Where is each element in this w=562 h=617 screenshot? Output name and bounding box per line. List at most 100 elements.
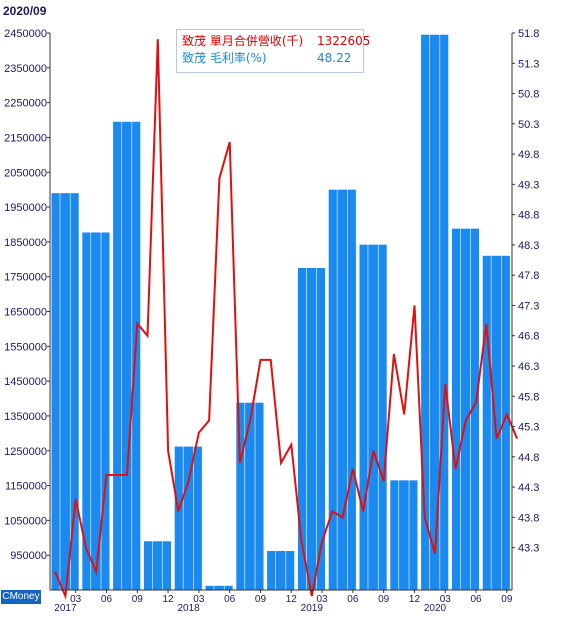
revenue-bar	[275, 551, 286, 590]
x-tick-label: 12	[409, 594, 421, 605]
x-tick-label: 09	[501, 594, 513, 605]
right-tick-label: 46.3	[518, 361, 539, 373]
revenue-bar	[174, 446, 183, 590]
revenue-bar	[337, 189, 348, 590]
revenue-bar	[205, 585, 214, 590]
brand-logo: CMoney	[1, 590, 41, 604]
left-tick-label: 1450000	[4, 376, 47, 388]
left-tick-label: 2250000	[4, 98, 47, 110]
right-tick-label: 45.8	[518, 391, 539, 403]
x-tick-label: 03	[70, 594, 82, 605]
right-tick-label: 47.8	[518, 270, 539, 282]
left-tick-label: 2150000	[4, 132, 47, 144]
revenue-bar	[245, 402, 255, 590]
left-tick-label: 1150000	[5, 481, 47, 493]
x-tick-label: 06	[224, 594, 236, 605]
revenue-bar	[60, 193, 70, 590]
right-tick-label: 45.3	[518, 422, 539, 434]
revenue-bar	[347, 189, 356, 590]
revenue-bar	[368, 244, 378, 590]
revenue-bar	[91, 232, 101, 590]
left-tick-label: 1250000	[4, 446, 47, 458]
revenue-bar	[482, 255, 491, 591]
revenue-bar	[121, 121, 132, 590]
revenue-bar	[113, 121, 122, 590]
x-tick-label: 09	[255, 594, 267, 605]
revenue-bar	[359, 244, 368, 590]
revenue-bar	[183, 446, 194, 590]
year-label: 2017	[54, 603, 77, 612]
revenue-bars	[51, 34, 510, 591]
right-tick-label: 49.8	[518, 149, 539, 161]
right-tick-label: 49.3	[518, 179, 539, 191]
revenue-bar	[286, 551, 295, 590]
right-tick-label: 50.8	[518, 89, 539, 101]
right-tick-label: 47.3	[518, 300, 539, 312]
x-tick-label: 09	[132, 594, 144, 605]
year-label: 2018	[177, 603, 200, 612]
x-tick-label: 06	[101, 594, 113, 605]
legend-box: 致茂 單月合併營收(千) 1322605 致茂 毛利率(%) 48.22	[176, 29, 370, 73]
right-tick-label: 43.3	[518, 543, 539, 555]
year-label: 2020	[424, 603, 447, 612]
x-tick-label: 09	[378, 594, 390, 605]
revenue-bar	[70, 193, 79, 590]
revenue-bar	[267, 551, 276, 590]
revenue-bar	[143, 541, 153, 590]
legend-margin-label: 致茂 毛利率(%)	[182, 51, 267, 65]
revenue-bar	[297, 267, 307, 590]
left-tick-label: 2450000	[4, 28, 47, 40]
x-tick-label: 03	[317, 594, 329, 605]
legend-margin-value: 48.22	[317, 51, 352, 65]
revenue-bar	[101, 232, 110, 590]
revenue-bar	[390, 480, 399, 590]
revenue-bar	[193, 446, 202, 590]
left-tick-label: 1850000	[4, 237, 47, 249]
revenue-bar	[328, 189, 337, 590]
left-tick-label: 1950000	[4, 202, 47, 214]
revenue-bar	[224, 585, 233, 590]
x-tick-label: 03	[440, 594, 452, 605]
year-label: 2019	[301, 603, 324, 612]
right-tick-label: 48.3	[518, 240, 539, 252]
revenue-bar	[378, 244, 387, 590]
right-tick-label: 48.8	[518, 210, 539, 222]
revenue-bar	[399, 480, 409, 590]
period-label: 2020/09	[3, 4, 47, 18]
x-tick-label: 12	[163, 594, 175, 605]
margin-line-path	[54, 39, 519, 601]
left-tick-label: 950000	[10, 550, 47, 562]
left-tick-label: 1650000	[4, 307, 47, 319]
revenue-bar	[306, 267, 317, 590]
left-tick-label: 1750000	[4, 272, 47, 284]
revenue-bar	[491, 255, 502, 591]
revenue-bar	[152, 541, 163, 590]
right-tick-label: 50.3	[518, 119, 539, 131]
revenue-bar	[421, 34, 430, 591]
revenue-bar	[440, 34, 449, 591]
revenue-bar	[82, 232, 91, 590]
revenue-bar	[460, 228, 471, 591]
revenue-bar	[429, 34, 440, 591]
revenue-bar	[214, 585, 224, 590]
x-tick-label: 12	[286, 594, 298, 605]
right-tick-label: 43.8	[518, 512, 539, 524]
legend-revenue-label: 致茂 單月合併營收(千)	[182, 34, 304, 48]
right-tick-label: 44.8	[518, 452, 539, 464]
legend-revenue-value: 1322605	[317, 34, 371, 48]
revenue-bar	[501, 255, 510, 591]
margin-line	[54, 39, 519, 601]
revenue-bar	[255, 402, 264, 590]
left-tick-label: 1350000	[4, 411, 47, 423]
revenue-bar	[236, 402, 245, 590]
revenue-bar	[132, 121, 141, 590]
revenue-bar	[451, 228, 461, 591]
revenue-bar	[409, 480, 418, 590]
right-tick-label: 44.3	[518, 482, 539, 494]
left-tick-label: 2050000	[4, 167, 47, 179]
axes: 950000 1050000 1150000 1250000 1350000 145000…	[4, 28, 539, 614]
left-tick-label: 1050000	[4, 515, 47, 527]
revenue-bar	[162, 541, 172, 590]
